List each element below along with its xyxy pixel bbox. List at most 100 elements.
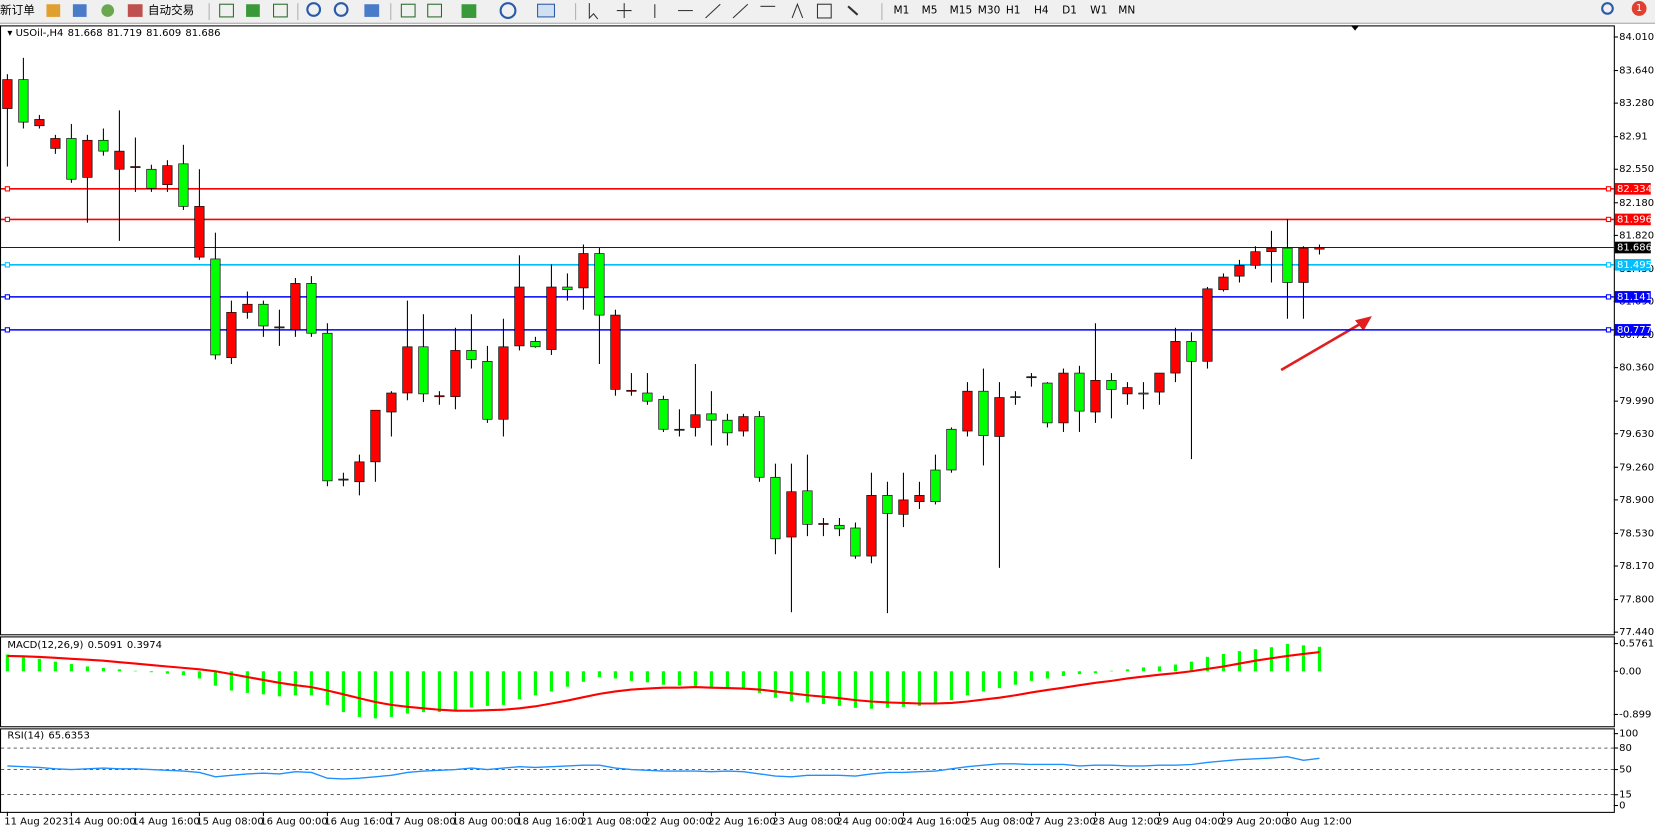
candle-body (386, 392, 397, 413)
timeframe-button[interactable]: D1 (1062, 5, 1077, 17)
candle-body (1090, 380, 1101, 413)
level-label: 82.334 (1617, 184, 1652, 195)
x-tick-label: 27 Aug 23:00 (1028, 816, 1096, 827)
indicators-button[interactable] (461, 4, 477, 18)
candle-body (978, 390, 989, 436)
cursor-tool[interactable] (588, 3, 599, 20)
candle-body (322, 332, 333, 482)
icon[interactable] (364, 4, 380, 17)
macd-title: MACD(12,26,9) (7, 640, 83, 651)
y-tick-label: 79.260 (1619, 462, 1654, 473)
candle-body (786, 491, 797, 538)
candle-body (642, 392, 653, 402)
macd-bar (53, 661, 57, 672)
level-label: 81.495 (1617, 260, 1652, 271)
y-tick-label: 78.900 (1619, 495, 1654, 506)
macd-panel (0, 636, 1615, 728)
y-tick-label: 82.180 (1619, 198, 1654, 209)
macd-bar (1285, 643, 1290, 672)
auto-trade-button[interactable]: 自动交易 (148, 3, 194, 17)
macd-bar (293, 671, 297, 696)
level-label: 80.777 (1617, 325, 1652, 336)
candle-body (66, 138, 77, 180)
x-tick-label: 21 Aug 08:00 (580, 816, 648, 827)
macd-bar (533, 671, 538, 696)
trendline-tool[interactable] (705, 3, 721, 19)
macd-bar (1301, 645, 1306, 672)
macd-bar (1029, 671, 1034, 681)
timeframe-button[interactable]: H4 (1034, 5, 1049, 17)
shift-marker[interactable] (1350, 25, 1360, 31)
macd-bar (1173, 664, 1178, 672)
zoom-in[interactable] (306, 2, 322, 17)
icon[interactable] (46, 4, 61, 17)
periods-button[interactable] (499, 2, 517, 20)
macd-bar (1061, 671, 1066, 677)
timeframe-button[interactable]: M30 (978, 5, 1001, 17)
timeframe-button[interactable]: M5 (922, 5, 938, 17)
candle-body (850, 527, 861, 557)
icon[interactable] (273, 3, 288, 18)
macd-bar (661, 671, 666, 685)
zoom-out[interactable] (333, 2, 349, 17)
icon[interactable] (400, 3, 416, 18)
notification-count: 1 (1636, 3, 1642, 14)
timeframe-button[interactable]: M15 (950, 5, 973, 17)
candle-body (482, 360, 493, 420)
macd-bar (805, 671, 810, 703)
arrows-tool[interactable] (847, 5, 859, 16)
label-tool[interactable] (816, 3, 832, 19)
macd-bar (1077, 671, 1082, 675)
templates-button[interactable] (537, 3, 556, 18)
timeframe-button[interactable]: W1 (1090, 5, 1107, 17)
new-order-button[interactable]: 新订单 (0, 3, 35, 17)
icon[interactable] (246, 4, 260, 17)
candle-body (722, 419, 733, 434)
y-tick-label: 81.820 (1619, 230, 1654, 241)
search-button[interactable] (1601, 2, 1614, 15)
candle-body (770, 476, 781, 540)
timeframe-button[interactable]: M1 (894, 5, 910, 17)
y-tick-label: 78.170 (1619, 561, 1654, 572)
candle-body (82, 139, 93, 178)
candle-body (210, 258, 221, 356)
macd-bar (1093, 671, 1098, 674)
macd-bar (821, 671, 826, 704)
x-tick-label: 18 Aug 00:00 (452, 816, 520, 827)
macd-bar (101, 667, 105, 672)
candle-body (946, 428, 957, 471)
icon[interactable] (427, 3, 443, 18)
rsi-value: 65.6353 (48, 731, 89, 742)
candle-body (18, 79, 29, 123)
macd-bar (1189, 661, 1194, 672)
icon[interactable] (72, 4, 87, 17)
price-label-bg (1614, 241, 1651, 254)
candle-body (146, 168, 157, 189)
candle-body (258, 303, 269, 327)
level-label-bg (1614, 213, 1651, 226)
candle-body (674, 428, 685, 431)
timeframe-button[interactable]: H1 (1006, 5, 1021, 17)
macd-bar (517, 671, 522, 700)
level-handle (4, 294, 11, 300)
macd-bar (789, 671, 794, 702)
crosshair-tool[interactable] (616, 3, 632, 18)
candle-body (450, 350, 461, 397)
timeframe-button[interactable]: MN (1118, 5, 1135, 17)
icon[interactable] (101, 4, 115, 17)
y-tick-label: 77.440 (1619, 627, 1654, 638)
candle-body (1154, 372, 1165, 393)
auto-trade-icon[interactable] (127, 4, 143, 17)
macd-bar (757, 671, 762, 693)
level-handle (1605, 216, 1612, 223)
icon[interactable] (219, 3, 234, 18)
x-tick-label: 16 Aug 16:00 (324, 816, 392, 827)
candle-body (898, 499, 909, 515)
level-handle (1605, 327, 1612, 333)
candle-body (418, 346, 429, 395)
text-tool[interactable] (791, 2, 804, 19)
candle-body (866, 495, 877, 557)
channel-tool[interactable] (732, 3, 749, 19)
notification-badge[interactable] (1631, 1, 1647, 16)
